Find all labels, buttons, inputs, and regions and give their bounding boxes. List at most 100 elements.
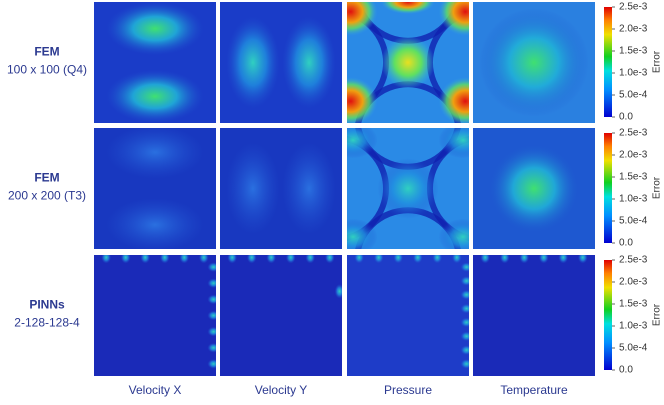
colorbar-tick-label: 1.0e-3 [619, 321, 648, 332]
heatmap-panel [473, 128, 595, 249]
colorbar-tick-label: 1.5e-3 [619, 46, 648, 57]
heatmap-panel [473, 2, 595, 123]
panel-background [347, 255, 469, 376]
heatmap-panel [220, 128, 342, 249]
error-blob [460, 276, 469, 286]
colorbar-tick-label: 2.0e-3 [619, 277, 648, 288]
error-blob [207, 294, 216, 305]
error-blob [558, 255, 569, 264]
error-blob [381, 35, 435, 90]
error-blob [226, 142, 280, 235]
heatmap-panel [94, 2, 216, 123]
error-blob [334, 284, 342, 299]
error-blob [282, 16, 336, 109]
heatmap-panel [347, 2, 469, 123]
error-blob [393, 255, 404, 264]
heatmap-panel [94, 128, 216, 249]
error-blob [106, 2, 204, 56]
error-blob [381, 2, 435, 15]
error-blob [324, 255, 335, 264]
error-blob [179, 255, 190, 264]
heatmap-panel [347, 255, 469, 376]
colorbar-tick-label: 0.0 [619, 365, 633, 376]
colorbar-label: Error [652, 303, 663, 326]
row-config: 200 x 200 (T3) [8, 189, 86, 203]
colorbar-tick-label: 2.5e-3 [619, 2, 648, 13]
panel-background [220, 255, 342, 376]
error-blob [451, 255, 462, 264]
error-blob [412, 255, 423, 264]
column-label: Velocity X [129, 383, 182, 397]
colorbar-tick-label: 2.0e-3 [619, 24, 648, 35]
colorbar-label: Error [652, 176, 663, 199]
error-blob [438, 77, 469, 123]
colorbar-tick-label: 5.0e-4 [619, 343, 648, 354]
colorbar-tick-label: 0.0 [619, 112, 633, 123]
column-label: Pressure [384, 383, 432, 397]
colorbar [604, 7, 612, 117]
error-blob [120, 255, 131, 264]
error-blob [106, 128, 204, 179]
colorbar-tick-label: 1.0e-3 [619, 194, 648, 205]
error-blob [305, 255, 316, 264]
row-method: FEM [34, 171, 59, 185]
heatmap-panel [220, 255, 342, 376]
error-blob [159, 255, 170, 264]
heatmap-panel [220, 2, 342, 123]
error-blob [246, 255, 257, 264]
error-blob [460, 317, 469, 328]
error-blob [519, 255, 530, 264]
error-blob [460, 303, 469, 314]
error-blob [207, 310, 216, 321]
colorbar-tick-label: 2.5e-3 [619, 255, 648, 266]
panel-background [94, 255, 216, 376]
row-config: 2-128-128-4 [14, 316, 80, 330]
error-blob [460, 262, 469, 272]
error-blob [499, 255, 510, 264]
row-method: PINNs [29, 298, 65, 312]
error-blob [285, 255, 296, 264]
colorbar-label: Error [652, 50, 663, 73]
colorbar [604, 260, 612, 370]
row-config: 100 x 100 (Q4) [7, 63, 87, 77]
error-blob [460, 359, 469, 369]
error-blob [480, 255, 491, 264]
error-blob [479, 8, 589, 117]
colorbar-tick-label: 2.0e-3 [619, 150, 648, 161]
heatmap-panel [347, 128, 469, 249]
colorbar-tick-label: 5.0e-4 [619, 216, 648, 227]
error-blob [207, 326, 216, 337]
error-blob [438, 218, 469, 249]
colorbar-tick-label: 0.0 [619, 238, 633, 249]
error-blob [282, 142, 336, 235]
error-blob [460, 345, 469, 355]
error-blob [347, 2, 378, 36]
heatmap-panel [473, 255, 595, 376]
error-blob [140, 255, 151, 264]
error-blob [106, 198, 204, 249]
colorbar-tick-label: 1.5e-3 [619, 299, 648, 310]
error-blob [347, 128, 378, 159]
error-blob [226, 16, 280, 109]
colorbar-tick-label: 2.5e-3 [619, 128, 648, 139]
error-blob [460, 331, 469, 342]
row-method: FEM [34, 45, 59, 59]
error-blob [207, 342, 216, 353]
error-blob [207, 359, 216, 369]
error-blob [207, 262, 216, 272]
error-blob [101, 255, 112, 264]
colorbar-tick-label: 1.5e-3 [619, 172, 648, 183]
panel-background [473, 255, 595, 376]
error-blob [207, 278, 216, 289]
error-blob [460, 289, 469, 300]
error-blob [266, 255, 277, 264]
column-label: Velocity Y [255, 383, 307, 397]
error-blob [487, 142, 581, 235]
error-blob [347, 77, 378, 123]
error-blob [354, 255, 365, 264]
error-blob [347, 218, 378, 249]
error-blob [538, 255, 549, 264]
error-blob [227, 255, 238, 264]
error-blob [438, 128, 469, 159]
